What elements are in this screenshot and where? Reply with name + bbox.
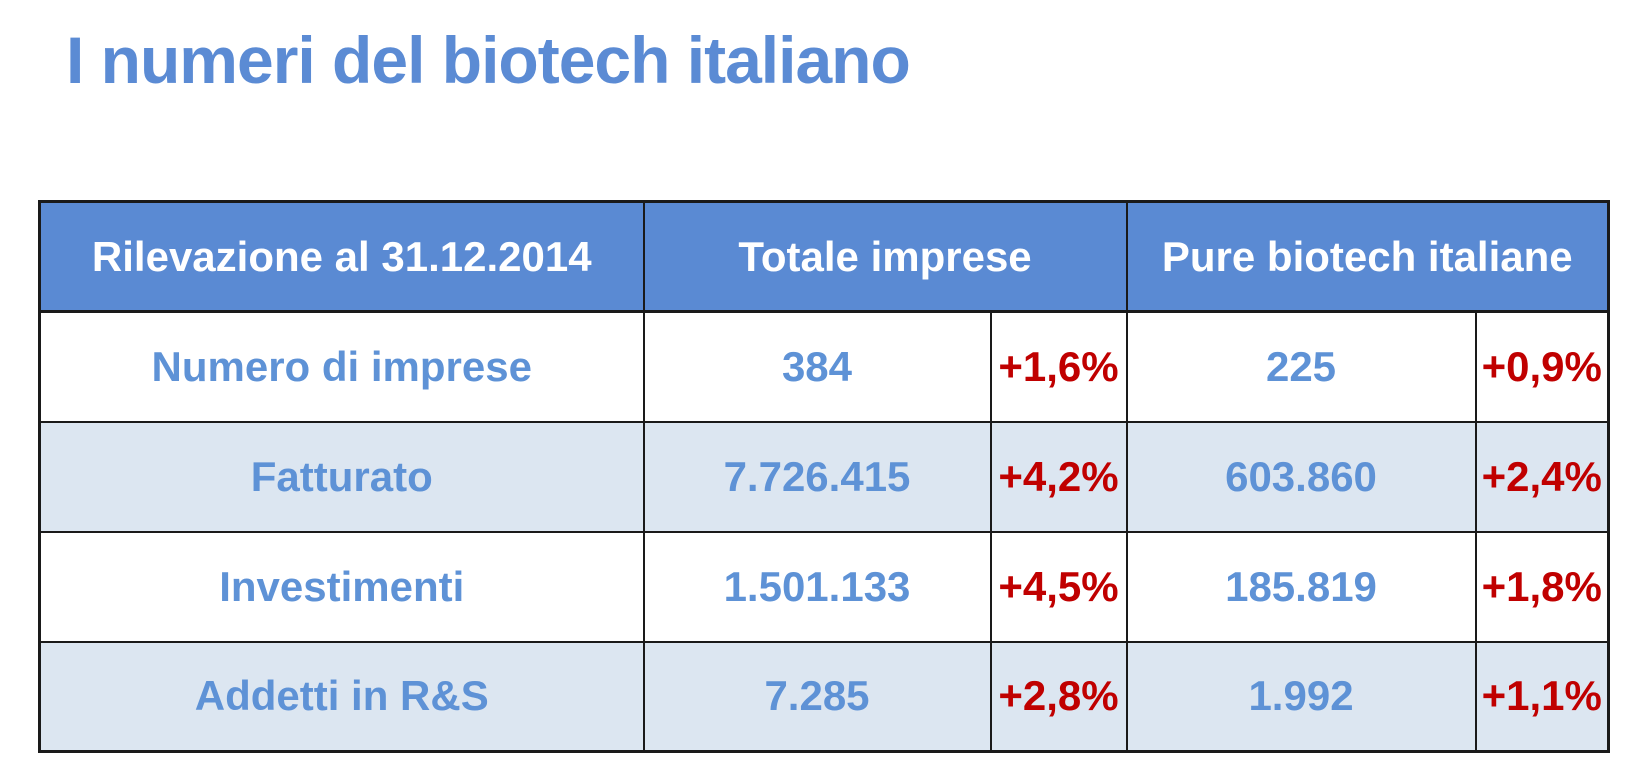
header-cell-totale-imprese: Totale imprese [642,200,1128,313]
table-row: Fatturato 7.726.415 +4,2% 603.860 +2,4% [38,420,1610,533]
pure-value: 185.819 [1125,530,1477,643]
table-row: Investimenti 1.501.133 +4,5% 185.819 +1,… [38,530,1610,643]
pure-delta: +2,4% [1474,420,1610,533]
row-label: Addetti in R&S [38,640,645,753]
totale-value: 1.501.133 [642,530,992,643]
totale-delta: +1,6% [989,310,1128,423]
pure-delta: +0,9% [1474,310,1610,423]
pure-value: 603.860 [1125,420,1477,533]
pure-value: 225 [1125,310,1477,423]
totale-delta: +4,2% [989,420,1128,533]
table-row: Numero di imprese 384 +1,6% 225 +0,9% [38,310,1610,423]
biotech-stats-table: Rilevazione al 31.12.2014 Totale imprese… [38,200,1611,753]
row-label: Investimenti [38,530,645,643]
table-row: Addetti in R&S 7.285 +2,8% 1.992 +1,1% [38,640,1610,753]
row-label: Numero di imprese [38,310,645,423]
header-cell-pure-biotech: Pure biotech italiane [1125,200,1610,313]
totale-value: 384 [642,310,992,423]
page-title: I numeri del biotech italiano [66,23,911,97]
totale-value: 7.285 [642,640,992,753]
totale-value: 7.726.415 [642,420,992,533]
totale-delta: +4,5% [989,530,1128,643]
table-header-row: Rilevazione al 31.12.2014 Totale imprese… [38,200,1610,313]
row-label: Fatturato [38,420,645,533]
pure-value: 1.992 [1125,640,1477,753]
pure-delta: +1,8% [1474,530,1610,643]
pure-delta: +1,1% [1474,640,1610,753]
totale-delta: +2,8% [989,640,1128,753]
header-cell-rilevazione: Rilevazione al 31.12.2014 [38,200,645,313]
